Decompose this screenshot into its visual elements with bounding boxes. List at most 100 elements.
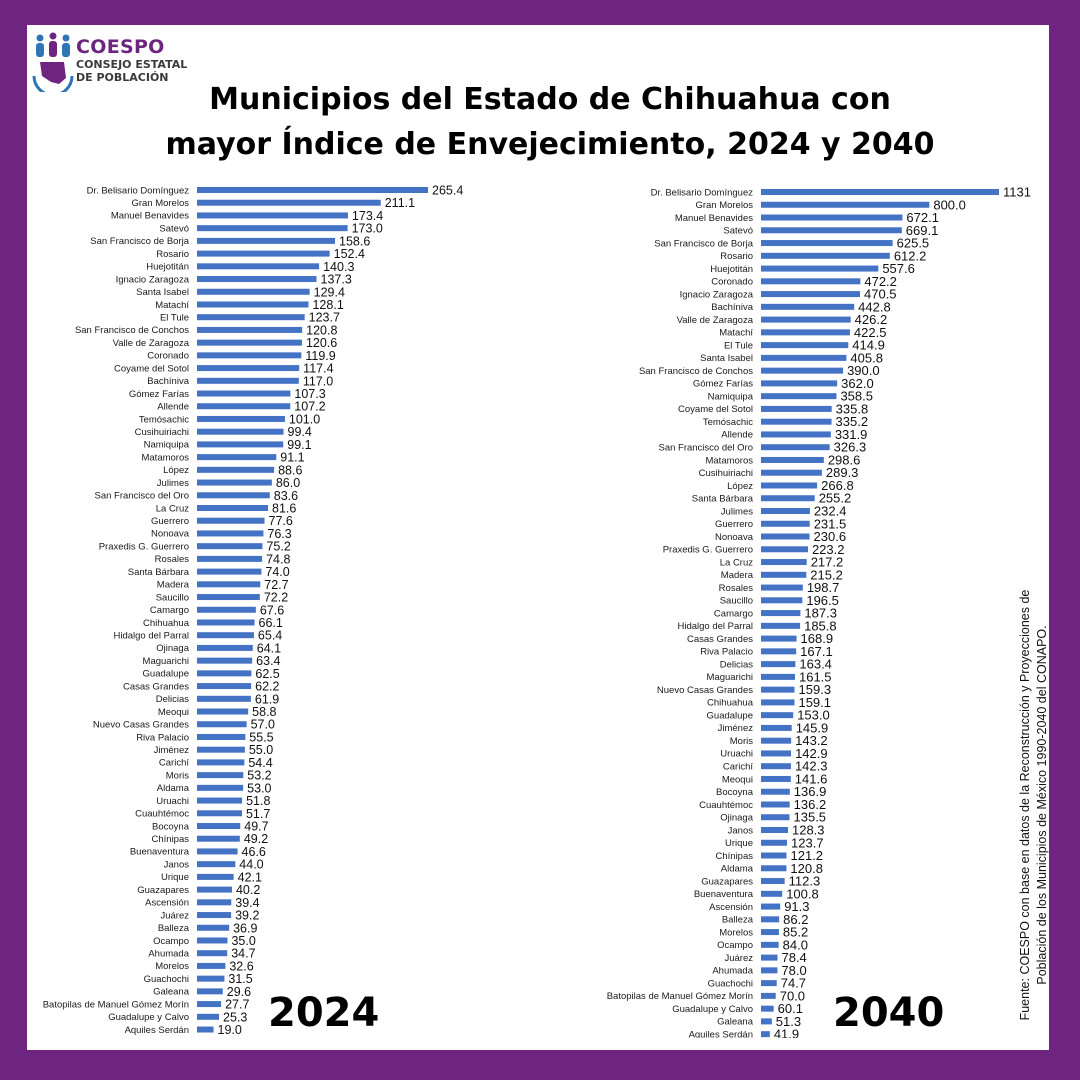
bar	[761, 405, 832, 412]
category-label: Bocoyna	[716, 787, 754, 798]
value-label: 78.0	[781, 963, 806, 978]
value-label: 142.3	[795, 759, 828, 774]
value-label: 76.3	[267, 527, 291, 541]
category-label: Maguarichi	[707, 672, 753, 683]
category-label: San Francisco de Conchos	[639, 366, 753, 377]
category-label: Morelos	[155, 961, 189, 972]
bar	[197, 237, 336, 244]
value-label: 49.2	[244, 832, 268, 846]
value-label: 61.9	[255, 692, 279, 706]
page-title-line-2: mayor Índice de Envejecimiento, 2024 y 2…	[165, 127, 935, 162]
category-label: Camargo	[150, 605, 189, 616]
bar	[197, 492, 270, 499]
category-label: Nonoava	[715, 532, 754, 543]
value-label: 91.1	[280, 451, 304, 465]
bar	[761, 954, 778, 961]
value-label: 66.1	[259, 616, 283, 630]
value-label: 426.2	[855, 312, 888, 327]
category-label: Guadalupe y Calvo	[672, 1004, 753, 1015]
value-label: 128.3	[792, 823, 825, 838]
bar	[197, 924, 230, 931]
value-label: 442.8	[858, 299, 891, 314]
bar	[197, 377, 299, 384]
category-label: Urique	[725, 838, 753, 849]
bar	[761, 189, 999, 195]
bar	[197, 568, 262, 575]
category-label: Jiménez	[154, 745, 190, 756]
value-label: 119.9	[305, 349, 335, 363]
category-label: Santa Isabel	[136, 287, 189, 298]
category-label: San Francisco de Borja	[90, 236, 189, 247]
bar	[197, 326, 303, 333]
value-label: 211.1	[385, 196, 415, 210]
bar	[197, 454, 277, 461]
bar	[761, 941, 779, 948]
category-label: Manuel Benavides	[111, 211, 189, 222]
bar	[197, 657, 253, 664]
category-label: Ignacio Zaragoza	[116, 274, 190, 285]
bar	[761, 635, 797, 642]
category-label: Namiquipa	[144, 440, 190, 451]
value-label: 669.1	[906, 223, 939, 238]
category-label: Bocoyna	[152, 821, 190, 832]
category-label: Allende	[721, 430, 753, 441]
category-label: Juárez	[724, 953, 753, 964]
value-label: 152.4	[334, 247, 365, 261]
category-label: Casas Grandes	[123, 681, 189, 692]
bar	[761, 342, 849, 349]
category-label: Rosario	[720, 251, 753, 262]
category-label: Cusihuiriachi	[135, 427, 189, 438]
bar	[761, 393, 837, 400]
bar	[197, 555, 263, 562]
value-label: 62.2	[255, 680, 279, 694]
bar	[197, 810, 242, 817]
category-label: Camargo	[714, 608, 753, 619]
category-label: Coyame del Sotol	[678, 404, 753, 415]
value-label: 153.0	[797, 708, 830, 723]
value-label: 58.8	[252, 705, 276, 719]
value-label: 129.4	[314, 285, 345, 299]
category-label: San Francisco del Oro	[658, 443, 753, 454]
year-label-2024: 2024	[268, 990, 380, 1036]
category-label: Uruachi	[720, 749, 753, 760]
category-label: Madera	[157, 580, 190, 591]
category-label: Chínipas	[716, 851, 754, 862]
bar	[761, 648, 797, 655]
category-label: Ojinaga	[156, 643, 189, 654]
bar	[197, 708, 249, 715]
category-label: Janos	[728, 825, 754, 836]
category-label: Casas Grandes	[687, 634, 753, 645]
category-label: Matamoros	[705, 455, 753, 466]
bar	[761, 520, 810, 527]
category-label: Ojinaga	[720, 813, 753, 824]
value-label: 62.5	[255, 667, 279, 681]
bar	[761, 686, 795, 693]
category-label: Rosales	[155, 554, 190, 565]
category-label: Gran Morelos	[695, 200, 753, 211]
bar	[197, 352, 302, 359]
category-label: Nuevo Casas Grandes	[93, 720, 189, 731]
category-label: Guachochi	[144, 974, 189, 985]
bar	[761, 839, 788, 846]
bar	[761, 929, 779, 936]
bar	[197, 543, 263, 550]
category-label: Guadalupe y Calvo	[108, 1012, 189, 1023]
bar	[197, 517, 265, 524]
category-label: Valle de Zaragoza	[677, 315, 754, 326]
bar	[197, 683, 252, 690]
category-label: Morelos	[719, 927, 753, 938]
bar	[761, 814, 790, 821]
bar	[197, 301, 309, 308]
bar	[761, 865, 787, 872]
value-label: 72.2	[264, 591, 288, 605]
bar	[197, 721, 247, 728]
value-label: 101.0	[289, 412, 320, 426]
value-label: 158.6	[339, 234, 370, 248]
bar	[761, 431, 831, 438]
source-note-line-2: Población de los Municipios de México 19…	[1035, 625, 1049, 985]
category-label: Gran Morelos	[131, 198, 189, 209]
category-label: Matachí	[719, 328, 753, 339]
bar	[197, 886, 232, 893]
bar	[761, 967, 778, 974]
value-label: 196.5	[806, 593, 839, 608]
